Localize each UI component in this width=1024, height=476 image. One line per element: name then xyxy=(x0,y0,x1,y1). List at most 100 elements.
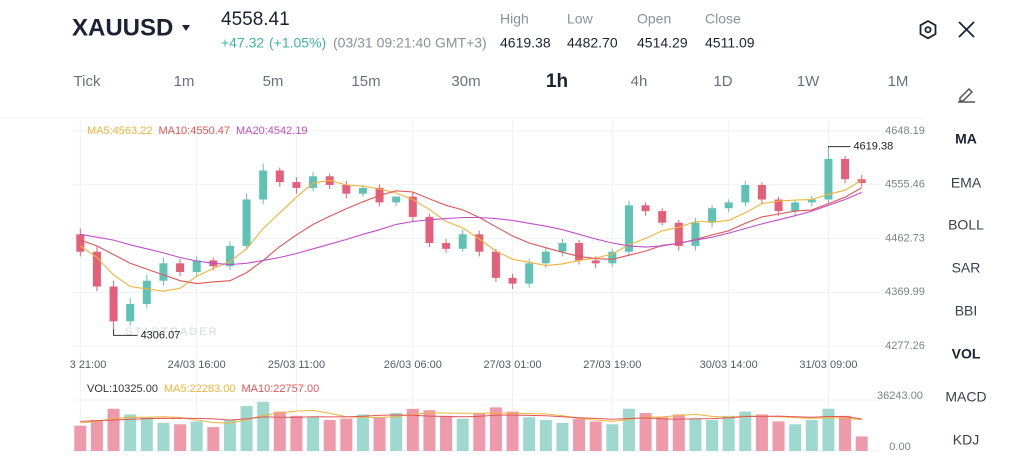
candle-body xyxy=(126,303,135,322)
indicator-tab[interactable]: KDJ xyxy=(953,432,979,448)
timeframe-tab[interactable]: 4h xyxy=(631,73,648,90)
quote-time: (03/31 09:21:40 GMT+3) xyxy=(333,35,487,51)
volume-bar xyxy=(124,414,137,451)
candle-body xyxy=(741,184,750,203)
price: 4558.41 xyxy=(221,9,290,30)
volume-bar xyxy=(739,411,752,451)
timeframe-tab[interactable]: 1h xyxy=(546,71,568,92)
volume-bar xyxy=(656,417,669,451)
volume-bar xyxy=(190,421,203,451)
stat-value: 4482.70 xyxy=(567,35,618,51)
candle-body xyxy=(674,222,683,246)
volume-bar xyxy=(589,421,602,451)
volume-bar xyxy=(207,427,220,451)
volume-bar xyxy=(340,418,353,451)
indicator-tab[interactable]: VOL xyxy=(952,346,981,362)
indicator-tab[interactable]: BOLL xyxy=(948,217,984,233)
candle-body xyxy=(508,277,517,284)
candle-body xyxy=(358,187,367,194)
stat-value: 4514.29 xyxy=(637,35,688,51)
candle-body xyxy=(458,234,467,249)
candle-body xyxy=(591,260,600,264)
volume-bar xyxy=(789,424,802,451)
candle-body xyxy=(176,263,185,273)
volume-bar xyxy=(822,408,835,451)
high-label: 4619.38 xyxy=(853,141,893,153)
volume-bar xyxy=(839,415,852,451)
legend-entry: MA5:4563.22 xyxy=(87,125,152,137)
candle-body xyxy=(259,170,268,200)
legend-entry: MA10:4550.47 xyxy=(158,125,230,137)
candle-body xyxy=(408,196,417,217)
settings-icon[interactable] xyxy=(919,19,937,40)
timeframe-tab[interactable]: 1W xyxy=(797,73,820,90)
volume-bar xyxy=(456,418,469,451)
timeframe-tab[interactable]: 30m xyxy=(451,73,480,90)
candle-body xyxy=(109,286,118,322)
indicator-tab[interactable]: MA xyxy=(955,131,977,147)
candle-body xyxy=(425,216,434,244)
volume-bar xyxy=(223,420,236,451)
candle-body xyxy=(691,222,700,246)
volume-bar xyxy=(556,422,569,451)
candle-body xyxy=(757,184,766,200)
volume-bar xyxy=(506,411,519,451)
low-label: 4306.07 xyxy=(141,329,181,341)
volume-bar xyxy=(107,408,120,451)
close-icon[interactable] xyxy=(958,21,975,38)
symbol[interactable]: XAUUSD xyxy=(72,14,173,41)
timeframe-tab[interactable]: 1m xyxy=(174,73,195,90)
indicator-tab[interactable]: BBI xyxy=(955,303,978,319)
candle-body xyxy=(92,251,101,287)
candle-body xyxy=(541,251,550,264)
y-tick-label: 4277.26 xyxy=(885,340,925,352)
candle-body xyxy=(442,243,451,249)
volume-bar xyxy=(307,417,320,451)
candle-body xyxy=(841,158,850,180)
candle-body xyxy=(225,245,234,267)
candle-body xyxy=(575,243,584,261)
stat-label: Close xyxy=(705,11,741,27)
volume-ma-line xyxy=(80,409,862,424)
change: +47.32 xyxy=(221,35,264,51)
candle-body xyxy=(608,251,617,264)
y-tick-label: 4462.73 xyxy=(885,232,925,244)
x-tick-label: 25/03 11:00 xyxy=(268,359,325,371)
stat-value: 4619.38 xyxy=(500,35,551,51)
timeframe-tab[interactable]: 15m xyxy=(351,73,380,90)
volume-bar xyxy=(257,401,270,451)
timeframe-tab[interactable]: 5m xyxy=(263,73,284,90)
volume-bar xyxy=(539,420,552,451)
stat-label: Open xyxy=(637,11,671,27)
candle-body xyxy=(292,182,301,188)
timeframe-tab[interactable]: 1D xyxy=(713,73,732,90)
indicator-tab[interactable]: SAR xyxy=(952,260,981,276)
symbol-caret[interactable] xyxy=(182,25,190,31)
x-tick-label: 24/03 16:00 xyxy=(168,359,226,371)
candle-body xyxy=(658,211,667,223)
volume-bar xyxy=(273,411,286,451)
volume-bar xyxy=(174,424,187,451)
change-pct: (+1.05%) xyxy=(269,35,326,51)
indicator-tab[interactable]: MACD xyxy=(945,389,986,405)
annotation-line xyxy=(827,146,851,148)
candle-body xyxy=(275,170,284,183)
annotation-line xyxy=(113,329,138,336)
indicator-tab[interactable]: EMA xyxy=(951,175,982,191)
volume-bar xyxy=(140,417,153,451)
volume-bar xyxy=(240,405,253,451)
candle-body xyxy=(807,199,816,203)
ma-line xyxy=(79,179,862,292)
legend-entry: MA5:22283.00 xyxy=(164,383,236,395)
volume-bar xyxy=(672,414,685,451)
draw-tool-icon[interactable] xyxy=(958,87,975,103)
timeframe-tab[interactable]: Tick xyxy=(74,73,101,90)
candle-body xyxy=(76,234,85,252)
volume-bar xyxy=(157,422,170,451)
candle-body xyxy=(824,158,833,200)
stat-label: High xyxy=(500,11,529,27)
volume-bar xyxy=(523,417,536,451)
volume-bar xyxy=(755,414,768,451)
timeframe-tab[interactable]: 1M xyxy=(888,73,909,90)
